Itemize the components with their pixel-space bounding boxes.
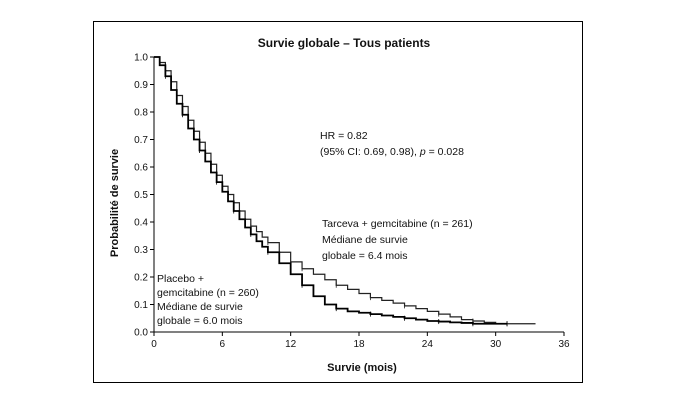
p-value: = 0.028 (429, 146, 464, 158)
tarceva-series-line (154, 56, 536, 325)
x-tick-label: 24 (422, 339, 434, 350)
ci-annotation: (95% CI: 0.69, 0.98), p = 0.028 (320, 146, 464, 158)
x-axis-label: Survie (mois) (327, 362, 397, 374)
y-tick-label: 0.5 (134, 190, 148, 201)
y-tick-label: 0.4 (134, 218, 148, 229)
x-tick-label: 30 (490, 339, 502, 350)
tarceva-legend-line2: Médiane de survie (322, 234, 408, 246)
placebo-legend-line4: globale = 6.0 mois (157, 315, 243, 327)
tarceva-legend-line1: Tarceva + gemcitabine (n = 261) (322, 218, 473, 230)
plot-area: 0 6 12 18 24 30 36 0.0 0.1 0.2 0.3 0.4 0.5 0.6 0.7 0.8 0… (134, 53, 570, 351)
y-tick-label: 0.0 (134, 328, 148, 339)
y-tick-label: 0.9 (134, 80, 148, 91)
x-tick-label: 36 (558, 339, 570, 350)
y-tick-label: 0.1 (134, 300, 148, 311)
tarceva-legend-line3: globale = 6.4 mois (322, 250, 408, 262)
x-tick-label: 18 (353, 339, 365, 350)
y-tick-label: 1.0 (134, 53, 148, 64)
y-axis-label: Probabilité de survie (109, 149, 121, 257)
chart-title: Survie globale – Tous patients (258, 36, 431, 50)
y-tick-label: 0.8 (134, 108, 148, 119)
y-tick-label: 0.3 (134, 245, 148, 256)
y-tick-label: 0.7 (134, 135, 148, 146)
x-tick-label: 12 (285, 339, 297, 350)
placebo-legend-line1: Placebo + (157, 273, 204, 285)
y-tick-label: 0.6 (134, 163, 148, 174)
p-symbol: p (419, 146, 426, 158)
hr-annotation: HR = 0.82 (320, 130, 368, 142)
chart-frame: Survie globale – Tous patients Probabili… (93, 21, 583, 383)
y-tick-label: 0.2 (134, 273, 148, 284)
placebo-series-line (154, 56, 508, 325)
x-tick-label: 6 (220, 339, 226, 350)
x-tick-label: 0 (151, 339, 157, 350)
survival-chart: Survie globale – Tous patients Probabili… (109, 36, 570, 374)
ci-text: (95% CI: 0.69, 0.98), (320, 146, 417, 158)
placebo-legend-line2: gemcitabine (n = 260) (157, 287, 259, 299)
placebo-legend-line3: Médiane de survie (157, 301, 243, 313)
